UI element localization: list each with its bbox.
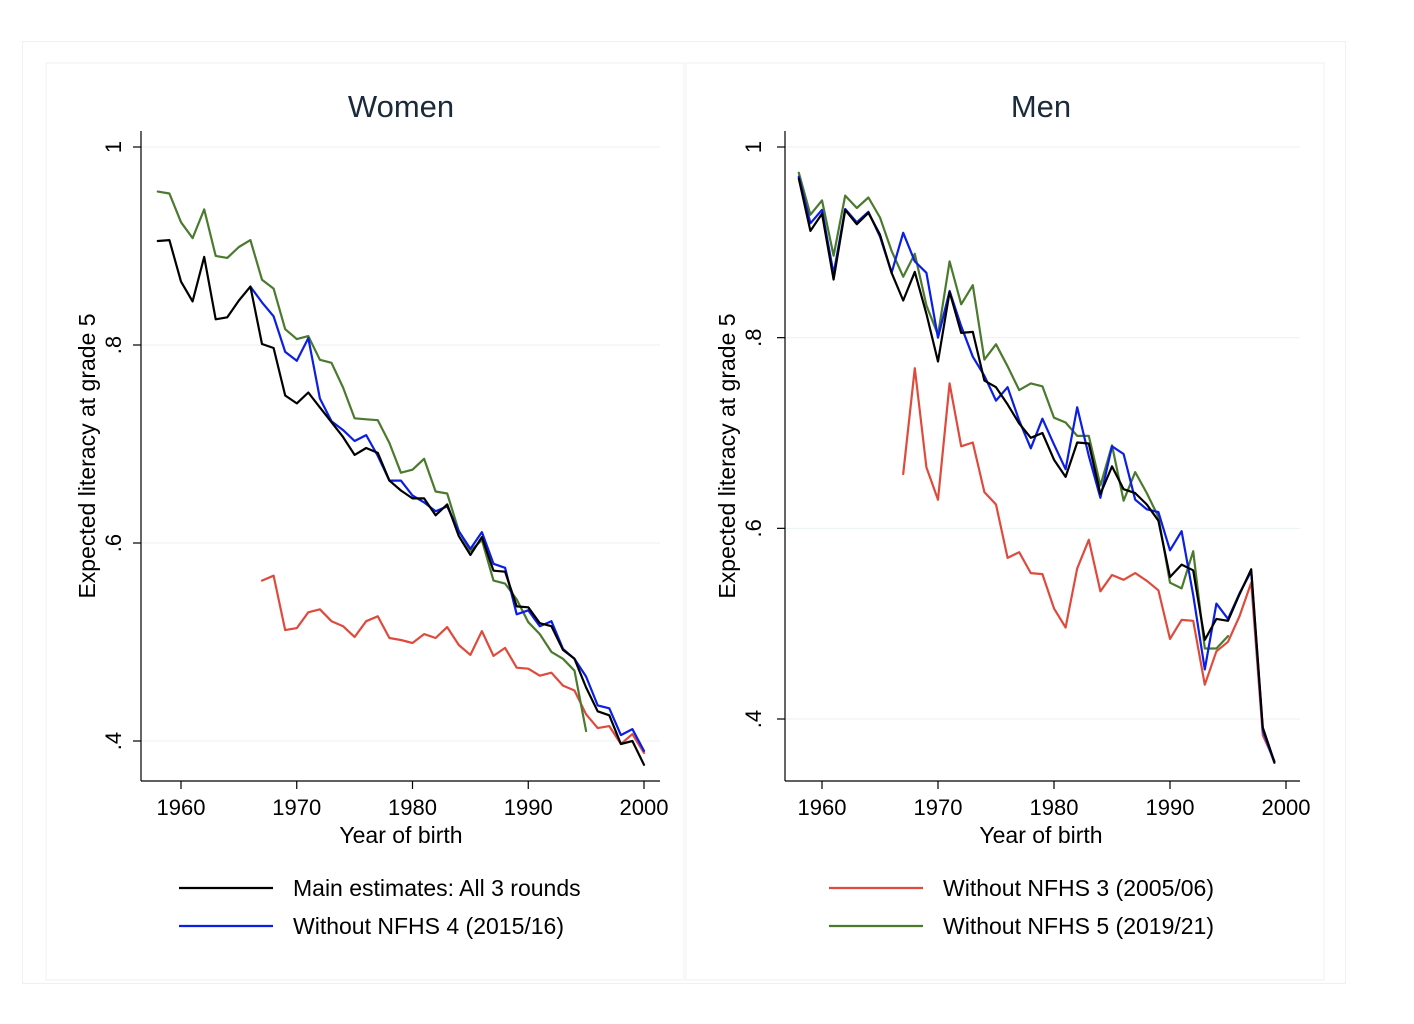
legend-label: Without NFHS 5 (2019/21) — [943, 913, 1214, 939]
y-tick-label: .4 — [741, 710, 766, 728]
series-line-without-nfhs-5-2019-21 — [156, 190, 588, 733]
panel-background — [685, 62, 1325, 981]
legend-item: Without NFHS 3 (2005/06) — [829, 875, 1214, 901]
legend: Main estimates: All 3 rounds Without NFHS… — [179, 875, 1214, 939]
legend-item: Without NFHS 4 (2015/16) — [179, 913, 564, 939]
panel-title: Women — [348, 89, 454, 124]
y-tick-label: 1 — [741, 141, 766, 153]
x-tick-label: 1960 — [157, 795, 206, 820]
chart-panel-women: .4 .6 .8 1 1960 1970 1980 1990 2000 Women Year of … — [45, 62, 685, 981]
legend-label: Without NFHS 3 (2005/06) — [943, 875, 1214, 901]
y-tick-label: .6 — [741, 519, 766, 537]
x-axis-title: Year of birth — [339, 822, 462, 848]
x-tick-label: 1980 — [1030, 795, 1079, 820]
chart-panel-men: .4 .6 .8 1 1960 1970 1980 1990 2000 Men Year of bi… — [685, 62, 1325, 981]
y-tick-label: .8 — [101, 336, 126, 354]
y-tick-label: .4 — [101, 732, 126, 750]
x-tick-label: 1980 — [388, 795, 437, 820]
x-tick-label: 1960 — [798, 795, 847, 820]
x-axis-title: Year of birth — [979, 822, 1102, 848]
x-tick-label: 2000 — [620, 795, 669, 820]
y-tick-label: .6 — [101, 534, 126, 552]
y-axis-title: Expected literacy at grade 5 — [74, 313, 100, 598]
y-axis-title: Expected literacy at grade 5 — [714, 313, 740, 598]
legend-item: Main estimates: All 3 rounds — [179, 875, 581, 901]
legend-item: Without NFHS 5 (2019/21) — [829, 913, 1214, 939]
y-tick-label: 1 — [101, 141, 126, 153]
series-line-main-estimates-all-3-rounds — [156, 239, 646, 766]
x-tick-label: 1990 — [504, 795, 553, 820]
y-tick-label: .8 — [741, 328, 766, 346]
series-line-without-nfhs-3-2005-06 — [902, 367, 1276, 763]
x-tick-label: 2000 — [1262, 795, 1311, 820]
series-line-without-nfhs-5-2019-21 — [797, 171, 1230, 650]
legend-label: Main estimates: All 3 rounds — [293, 875, 581, 901]
x-tick-label: 1970 — [272, 795, 321, 820]
series-line-main-estimates-all-3-rounds — [797, 177, 1276, 764]
x-tick-label: 1990 — [1146, 795, 1195, 820]
legend-label: Without NFHS 4 (2015/16) — [293, 913, 564, 939]
panel-title: Men — [1011, 89, 1071, 124]
x-tick-label: 1970 — [914, 795, 963, 820]
panel-background — [45, 62, 685, 981]
